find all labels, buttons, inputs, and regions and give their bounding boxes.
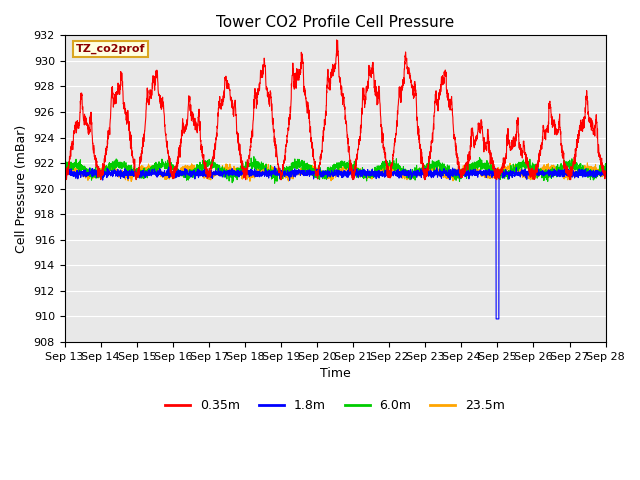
1.8m	[591, 175, 599, 180]
1.8m	[268, 170, 276, 176]
23.5m	[268, 166, 276, 171]
6.0m	[268, 169, 276, 175]
X-axis label: Time: Time	[320, 367, 351, 380]
23.5m	[602, 172, 609, 178]
23.5m	[425, 160, 433, 166]
6.0m	[533, 166, 541, 171]
Title: Tower CO2 Profile Cell Pressure: Tower CO2 Profile Cell Pressure	[216, 15, 454, 30]
1.8m	[155, 171, 163, 177]
1.8m	[492, 316, 500, 322]
23.5m	[591, 168, 599, 174]
0.35m	[292, 74, 300, 80]
6.0m	[122, 166, 130, 171]
Line: 23.5m: 23.5m	[65, 163, 605, 181]
6.0m	[61, 163, 68, 169]
0.35m	[591, 125, 599, 131]
6.0m	[271, 180, 278, 186]
6.0m	[155, 163, 163, 169]
Line: 0.35m: 0.35m	[65, 40, 605, 180]
1.8m	[602, 172, 609, 178]
Text: TZ_co2prof: TZ_co2prof	[76, 44, 145, 54]
23.5m	[292, 171, 300, 177]
0.35m	[268, 114, 276, 120]
0.35m	[97, 177, 105, 182]
6.0m	[292, 164, 300, 170]
23.5m	[533, 168, 541, 174]
Y-axis label: Cell Pressure (mBar): Cell Pressure (mBar)	[15, 124, 28, 253]
Line: 1.8m: 1.8m	[65, 167, 605, 319]
23.5m	[127, 179, 135, 184]
0.35m	[333, 37, 340, 43]
1.8m	[122, 170, 130, 176]
23.5m	[122, 173, 130, 179]
6.0m	[602, 168, 609, 173]
6.0m	[591, 172, 599, 178]
6.0m	[250, 154, 258, 159]
1.8m	[292, 171, 300, 177]
0.35m	[533, 162, 541, 168]
0.35m	[123, 112, 131, 118]
Line: 6.0m: 6.0m	[65, 156, 605, 183]
0.35m	[602, 174, 609, 180]
1.8m	[533, 171, 541, 177]
0.35m	[155, 92, 163, 98]
1.8m	[61, 169, 68, 175]
Legend: 0.35m, 1.8m, 6.0m, 23.5m: 0.35m, 1.8m, 6.0m, 23.5m	[160, 394, 510, 417]
0.35m	[61, 163, 68, 168]
23.5m	[61, 167, 68, 172]
23.5m	[155, 170, 163, 176]
1.8m	[271, 164, 278, 169]
